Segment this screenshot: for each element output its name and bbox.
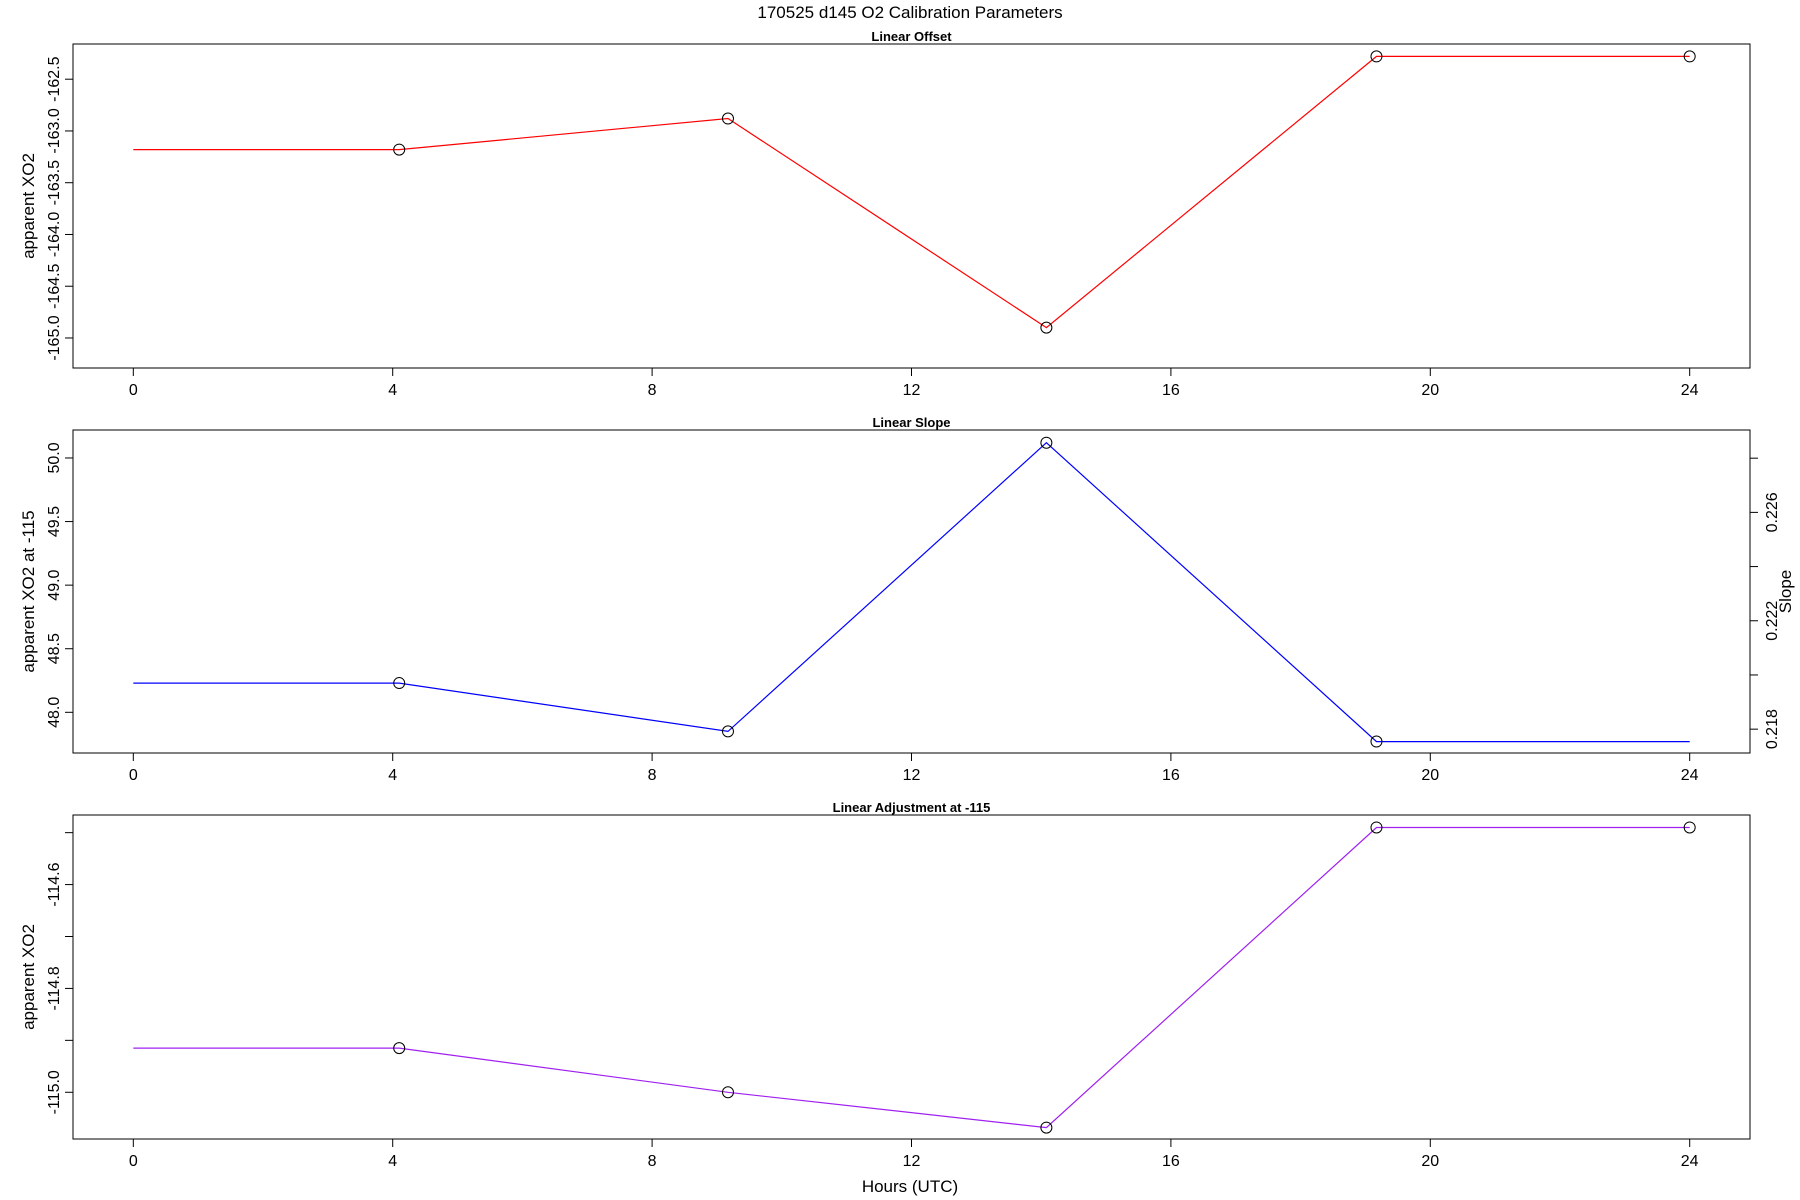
x-tick-label: 16 [1162, 767, 1180, 784]
x-tick-label: 24 [1681, 382, 1699, 399]
y-tick-label: -114.6 [46, 862, 63, 906]
data-point [393, 1042, 406, 1055]
chart-panel-1: Linear Slope 0 4 8 12 16 20 24 48.0 48.5 49.0 49.5 5… [19, 415, 1795, 784]
data-point [393, 677, 406, 690]
plot-frame [72, 814, 1751, 1140]
chart-panel-0: Linear Offset 0 4 8 12 16 20 24 -165.0 -164.5 -164… [19, 29, 1751, 399]
data-point [1040, 1121, 1053, 1134]
x-tick-label: 4 [388, 1153, 397, 1170]
y-tick-label: 49.5 [46, 506, 63, 537]
x-tick-label: 16 [1162, 382, 1180, 399]
data-point [721, 1086, 734, 1099]
data-point [393, 143, 406, 156]
data-point [1683, 50, 1696, 63]
y-axis-title: apparent XO2 [19, 924, 38, 1030]
y2-tick-label: 0.226 [1764, 492, 1781, 532]
x-tick-label: 20 [1421, 382, 1439, 399]
plot-frame [72, 429, 1751, 754]
x-tick-label: 24 [1681, 767, 1699, 784]
x-tick-label: 12 [903, 382, 921, 399]
data-point [721, 725, 734, 738]
y-tick-label: 48.5 [46, 633, 63, 664]
x-tick-label: 20 [1421, 1153, 1439, 1170]
y2-tick-label: 0.222 [1764, 601, 1781, 641]
series-line [133, 441, 1690, 743]
x-tick-label: 0 [129, 767, 138, 784]
x-tick-label: 12 [903, 1153, 921, 1170]
data-point [1040, 436, 1053, 449]
y-tick-label: 50.0 [46, 442, 63, 473]
panel-title: Linear Adjustment at -115 [833, 800, 991, 815]
x-tick-label: 8 [648, 382, 657, 399]
data-point [1683, 821, 1696, 834]
y-tick-label: 49.0 [46, 569, 63, 600]
series-line [133, 826, 1690, 1129]
y2-tick-label: 0.218 [1764, 709, 1781, 749]
chart-panel-2: Linear Adjustment at -115 0 4 8 12 16 20 24 -115… [19, 800, 1751, 1170]
x-tick-label: 12 [903, 767, 921, 784]
x-tick-label: 20 [1421, 767, 1439, 784]
y-axis-title: apparent XO2 [19, 153, 38, 259]
x-tick-label: 0 [129, 1153, 138, 1170]
data-point [1040, 321, 1053, 334]
panel-title: Linear Slope [872, 415, 950, 430]
series-line [133, 55, 1690, 329]
y-tick-label: -163.0 [46, 108, 63, 153]
x-tick-label: 8 [648, 1153, 657, 1170]
x-tick-label: 8 [648, 767, 657, 784]
plot-frame [72, 43, 1751, 369]
y-tick-label: -115.0 [46, 1070, 63, 1114]
y-tick-label: -162.5 [46, 56, 63, 101]
y-tick-label: -114.8 [46, 966, 63, 1010]
x-tick-label: 4 [388, 767, 397, 784]
main-title: 170525 d145 O2 Calibration Parameters [757, 3, 1062, 22]
data-point [1370, 50, 1383, 63]
panel-title: Linear Offset [871, 29, 952, 44]
x-tick-label: 4 [388, 382, 397, 399]
x-tick-label: 24 [1681, 1153, 1699, 1170]
x-tick-label: 16 [1162, 1153, 1180, 1170]
data-point [1370, 821, 1383, 834]
y-tick-label: -165.0 [46, 315, 63, 360]
data-point [1370, 735, 1383, 748]
y-tick-label: -163.5 [46, 160, 63, 205]
data-point [721, 112, 734, 125]
y-tick-label: -164.0 [46, 212, 63, 257]
y-axis-title: apparent XO2 at -115 [19, 510, 38, 672]
x-tick-label: 0 [129, 382, 138, 399]
y-tick-label: -164.5 [46, 263, 63, 308]
y2-axis-title: Slope [1776, 570, 1795, 613]
x-axis-title: Hours (UTC) [862, 1177, 958, 1196]
y-tick-label: 48.0 [46, 697, 63, 728]
